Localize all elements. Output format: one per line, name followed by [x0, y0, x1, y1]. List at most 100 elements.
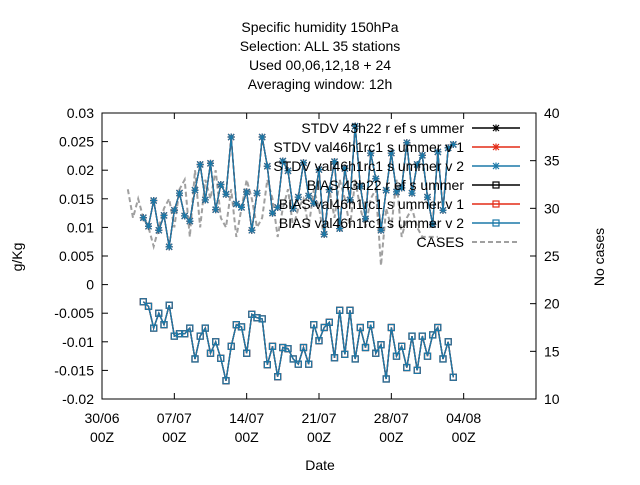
x-tick-label-date: 04/08	[446, 410, 481, 426]
data-point	[444, 338, 452, 346]
y2-tick-label: 40	[544, 105, 560, 121]
data-point	[387, 323, 395, 332]
data-point	[413, 366, 421, 374]
data-point	[439, 355, 447, 363]
y-axis-label: g/Kg	[9, 243, 25, 272]
data-point	[325, 186, 333, 194]
data-point	[227, 133, 235, 141]
data-point	[341, 164, 349, 172]
data-point	[186, 217, 194, 225]
y2-tick-label: 35	[544, 153, 560, 169]
data-point	[299, 343, 308, 352]
y2-tick-label: 20	[544, 296, 560, 312]
data-point	[232, 321, 240, 329]
data-point	[217, 181, 225, 188]
legend-label: CASES	[417, 234, 464, 250]
data-point	[139, 214, 147, 222]
data-point	[320, 323, 328, 332]
data-point	[165, 243, 173, 251]
data-point	[356, 182, 364, 190]
data-point	[367, 321, 375, 329]
data-point	[160, 211, 168, 219]
y-tick-label: -0.02	[62, 391, 94, 407]
x-tick-label-hour: 00Z	[90, 429, 115, 445]
data-point	[449, 373, 457, 381]
data-point	[144, 302, 153, 310]
data-point	[201, 324, 209, 332]
legend: STDV 43h22 r ef s ummer STDV val46h1rc1 s…	[273, 120, 520, 250]
data-point	[346, 306, 354, 314]
data-point	[263, 162, 271, 170]
title-line-2: Selection: ALL 35 stations	[240, 38, 401, 54]
y2-tick-label: 25	[544, 248, 560, 264]
chart-title: Specific humidity 150hPa Selection: ALL …	[240, 19, 401, 92]
data-point	[315, 166, 323, 174]
y-tick-label: 0.005	[59, 248, 94, 264]
data-point	[434, 323, 442, 332]
legend-swatch-marker	[492, 143, 500, 151]
data-point	[279, 157, 287, 165]
data-point	[139, 298, 147, 306]
y-tick-label: 0.03	[67, 105, 94, 121]
data-point	[279, 343, 287, 352]
data-point	[305, 360, 313, 368]
data-point	[382, 375, 390, 383]
data-point	[145, 222, 152, 230]
data-point	[294, 193, 302, 201]
legend-label: BIAS val46h1rc1 s ummer v 1	[279, 196, 464, 212]
data-point	[248, 226, 256, 234]
plot-frame	[101, 112, 537, 400]
x-tick-label-hour: 00Z	[452, 429, 477, 445]
data-point	[429, 221, 437, 229]
legend-label: STDV val46h1rc1 s ummer v 1	[273, 139, 464, 155]
data-point	[362, 215, 369, 223]
data-point	[201, 196, 209, 204]
series-line	[142, 301, 455, 381]
data-point	[413, 160, 421, 168]
y2-tick-label: 15	[544, 343, 560, 359]
data-point	[361, 343, 370, 352]
data-point	[300, 159, 307, 167]
data-point	[258, 133, 266, 141]
x-tick-label-date: 07/07	[157, 410, 192, 426]
x-tick-label-hour: 00Z	[379, 429, 404, 445]
y-tick-label: 0.01	[67, 219, 94, 235]
y-tick-label: 0.015	[59, 191, 94, 207]
data-point	[289, 355, 297, 363]
data-point	[170, 332, 178, 340]
legend-label: STDV val46h1rc1 s ummer v 2	[273, 158, 464, 174]
y-tick-label: 0.025	[59, 134, 94, 150]
data-point	[336, 306, 344, 314]
data-point	[393, 188, 400, 196]
data-point	[372, 349, 380, 357]
data-point	[176, 189, 183, 197]
data-point	[305, 192, 313, 200]
plot-border	[101, 112, 537, 400]
data-point	[398, 342, 406, 350]
title-line-4: Averaging window: 12h	[248, 76, 393, 92]
data-point	[181, 212, 189, 220]
data-point	[403, 363, 411, 372]
data-point	[175, 330, 184, 338]
data-point	[444, 144, 452, 152]
data-point	[222, 377, 230, 385]
data-point	[263, 361, 271, 369]
data-point	[403, 139, 411, 147]
data-point	[434, 148, 442, 156]
data-point	[408, 332, 416, 340]
y-tick-label: -0.015	[54, 362, 94, 378]
legend-label: BIAS 43h22 r ef s ummer	[307, 177, 465, 193]
data-point	[150, 324, 158, 332]
data-point	[382, 186, 390, 194]
data-point	[155, 226, 163, 234]
data-point	[346, 196, 354, 204]
data-point	[243, 349, 251, 357]
title-line-1: Specific humidity 150hPa	[241, 19, 398, 35]
data-point	[418, 151, 426, 159]
data-point	[424, 193, 431, 201]
data-point	[217, 354, 225, 362]
data-point	[258, 315, 266, 323]
data-point	[310, 199, 318, 207]
data-point	[269, 209, 276, 217]
